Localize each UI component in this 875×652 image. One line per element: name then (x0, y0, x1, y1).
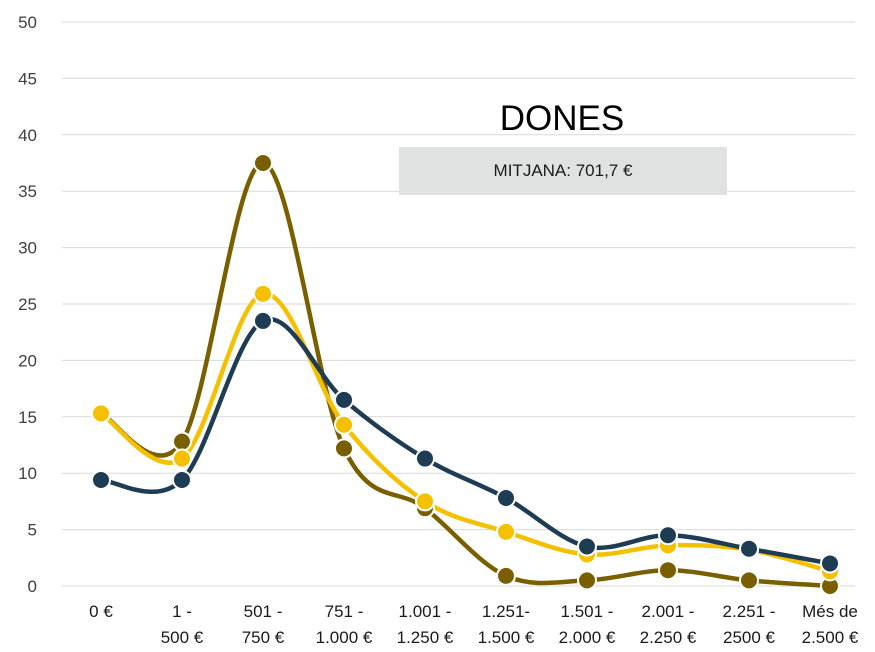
data-point (91, 403, 111, 424)
series-lines (98, 160, 833, 589)
data-point (739, 538, 759, 559)
data-point (577, 570, 597, 591)
data-point (91, 469, 111, 490)
series-line-3 (98, 317, 833, 566)
y-tick-label: 40 (18, 126, 37, 145)
series-line-1 (98, 160, 833, 589)
data-point (415, 491, 435, 512)
y-tick-label: 30 (18, 239, 37, 258)
y-tick-label: 25 (18, 295, 37, 314)
x-tick-label: 1.251-1.500 € (478, 602, 535, 647)
x-tick-label: 2.251 -2500 € (723, 602, 776, 647)
data-point (577, 536, 597, 557)
data-point (415, 448, 435, 469)
data-point (334, 389, 354, 410)
y-tick-label: 15 (18, 408, 37, 427)
x-tick-label: 501 -750 € (242, 602, 285, 647)
y-tick-label: 5 (28, 521, 37, 540)
data-point (658, 560, 678, 581)
y-tick-label: 20 (18, 351, 37, 370)
data-point (739, 570, 759, 591)
y-tick-label: 45 (18, 69, 37, 88)
y-tick-label: 35 (18, 182, 37, 201)
gridlines (62, 21, 855, 587)
data-point (253, 153, 273, 173)
data-point (253, 283, 273, 304)
x-tick-label: 751 -1.000 € (316, 602, 373, 647)
y-tick-label: 0 (28, 577, 37, 596)
x-tick-label: 1.501 -2.000 € (559, 602, 616, 647)
data-point (172, 431, 192, 452)
data-point (658, 525, 678, 546)
x-axis: 0 € 1 -500 € 501 -750 € 751 -1.000 € 1.001 -… (89, 602, 859, 647)
x-tick-label: 1 -500 € (161, 602, 204, 647)
series-points (91, 153, 840, 596)
y-tick-label: 50 (18, 13, 37, 32)
x-tick-label: 0 € (89, 602, 113, 621)
data-point (496, 521, 516, 542)
y-axis: 0 5 10 15 20 25 30 35 40 45 50 (18, 13, 37, 596)
x-tick-label: 2.001 -2.250 € (640, 602, 697, 647)
chart-title: DONES (499, 99, 625, 138)
data-point (820, 553, 840, 574)
x-tick-label: Més de 2.500 € (802, 602, 859, 647)
data-point (334, 438, 354, 459)
y-tick-label: 10 (18, 464, 37, 483)
data-point (496, 488, 516, 509)
data-point (253, 310, 273, 331)
data-point (172, 469, 192, 490)
data-point (334, 414, 354, 435)
data-point (172, 448, 192, 469)
data-point (496, 565, 516, 586)
x-tick-label: 1.001 -1.250 € (397, 602, 454, 647)
average-annotation: MITJANA: 701,7 € (399, 147, 727, 195)
